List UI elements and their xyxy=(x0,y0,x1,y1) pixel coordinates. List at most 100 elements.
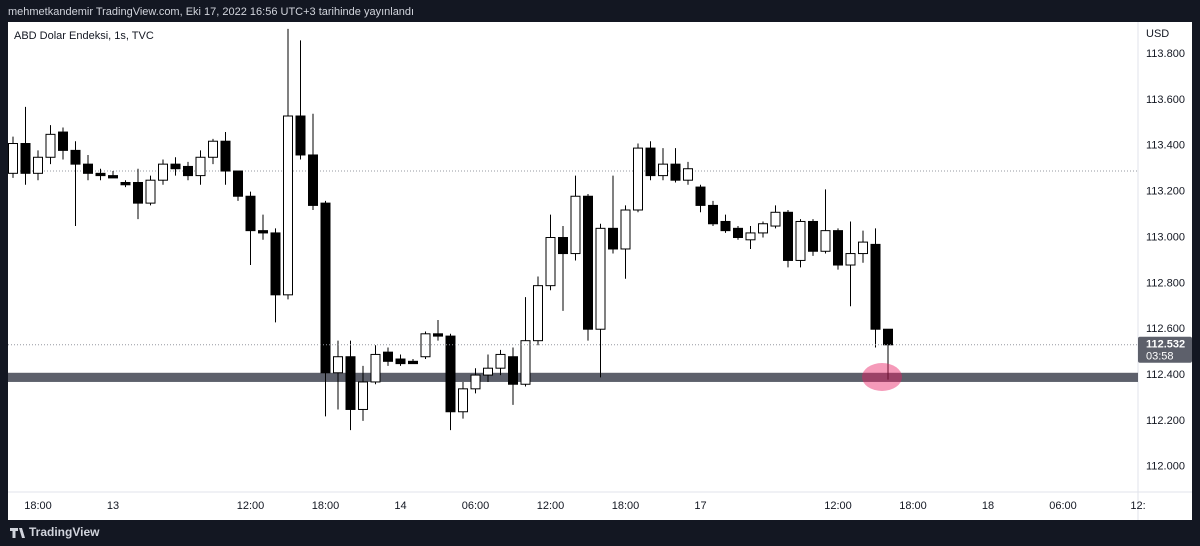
candle-body xyxy=(70,149,81,165)
candle-body xyxy=(870,243,881,330)
x-tick-label: 18:00 xyxy=(612,500,640,512)
candle-body xyxy=(483,367,493,376)
candle-body xyxy=(533,285,543,342)
candle-body xyxy=(883,328,893,346)
candle-body xyxy=(45,133,56,158)
y-tick-label: 113.200 xyxy=(1146,186,1185,198)
candle-body xyxy=(295,115,306,156)
x-tick-label: 12:00 xyxy=(824,500,852,512)
candle-body xyxy=(145,179,156,204)
countdown-label: 03:58 xyxy=(1146,351,1174,363)
candle-body xyxy=(633,147,643,211)
candle-body xyxy=(120,181,131,186)
candle-body xyxy=(833,230,843,266)
candle-body xyxy=(595,227,606,330)
highlight-circle xyxy=(862,363,902,391)
candle-body xyxy=(658,163,668,177)
candle-body xyxy=(708,204,718,225)
x-tick-label: 18 xyxy=(982,500,994,512)
y-tick-label: 112.200 xyxy=(1146,415,1185,427)
candle-body xyxy=(195,156,206,177)
plot: 112.000 112.200 112.400 112.600 112.800 113.0… xyxy=(8,28,1192,512)
x-tick-label: 12:00 xyxy=(537,500,565,512)
candle-body xyxy=(445,335,456,413)
candle-body xyxy=(808,220,818,252)
candle-body xyxy=(745,232,756,241)
candle-body xyxy=(95,172,106,177)
last-price-box xyxy=(1138,336,1192,363)
brand-name: TradingView xyxy=(29,525,100,539)
header-text: mehmetkandemir TradingView.com, Eki 17, … xyxy=(8,6,414,18)
chart-title: ABD Dolar Endeksi, 1s, TVC xyxy=(14,30,154,42)
candle-body xyxy=(670,163,681,181)
y-tick-label: 112.000 xyxy=(1146,461,1185,473)
y-tick-label: 113.400 xyxy=(1146,140,1185,152)
candle-body xyxy=(395,358,406,365)
candle-body xyxy=(370,353,381,383)
candle-body xyxy=(308,154,318,206)
candle-body xyxy=(133,181,143,204)
candle-body xyxy=(170,163,181,170)
x-tick-label: 12:00 xyxy=(237,500,265,512)
candle-body xyxy=(545,237,556,287)
candle-body xyxy=(733,227,743,239)
candle-body xyxy=(520,340,531,385)
candle-body xyxy=(20,143,31,174)
candle-body xyxy=(758,223,768,234)
candle-body xyxy=(720,220,731,232)
candle-body xyxy=(558,237,568,255)
last-price-label: 112.532 xyxy=(1146,339,1185,351)
candle-body xyxy=(158,163,168,181)
x-tick-label: 18:00 xyxy=(899,500,927,512)
candle-body xyxy=(83,163,93,174)
candle-body xyxy=(845,253,856,266)
candle-body xyxy=(283,115,293,296)
candle-body xyxy=(220,140,231,172)
x-tick-label: 17 xyxy=(694,500,706,512)
candle-body xyxy=(8,143,18,174)
x-tick-label: 06:00 xyxy=(1049,500,1077,512)
candle-body xyxy=(495,353,506,369)
candle-body xyxy=(683,168,693,181)
candle-body xyxy=(408,360,418,365)
candle-body xyxy=(820,230,831,252)
candle-body xyxy=(570,195,581,255)
y-tick-label: 112.600 xyxy=(1146,323,1185,335)
candle-body xyxy=(858,241,868,255)
candle-body xyxy=(608,227,618,250)
y-axis-label: USD xyxy=(1146,28,1169,40)
candle-body xyxy=(783,211,793,261)
candle-body xyxy=(208,140,218,158)
candle-body xyxy=(58,131,68,151)
x-tick-label: 18:00 xyxy=(24,500,52,512)
candle-body xyxy=(345,356,356,410)
candle-body xyxy=(320,202,331,374)
brand-logo xyxy=(10,528,25,538)
candle-body xyxy=(245,195,256,232)
candle-body xyxy=(795,220,806,261)
y-tick-label: 112.400 xyxy=(1146,369,1185,381)
y-tick-label: 113.000 xyxy=(1146,231,1185,243)
candle-body xyxy=(108,175,118,179)
candle-body xyxy=(770,211,781,227)
candle-body xyxy=(645,147,656,177)
candle-body xyxy=(270,232,281,296)
x-tick-label: 18:00 xyxy=(312,500,340,512)
candle-body xyxy=(258,230,268,234)
candle-body xyxy=(333,356,343,374)
candle-body xyxy=(508,356,518,385)
x-tick-label: 14 xyxy=(394,500,406,512)
candle-body xyxy=(183,165,193,177)
candle-body xyxy=(620,209,631,250)
candle-body xyxy=(383,351,393,362)
x-tick-label: 13 xyxy=(107,500,119,512)
x-tick-label: 06:00 xyxy=(462,500,490,512)
candle-body xyxy=(458,388,468,413)
candle-body xyxy=(470,374,481,390)
y-tick-label: 113.800 xyxy=(1146,48,1185,60)
support-zone xyxy=(8,372,1138,382)
candle-body xyxy=(233,170,243,197)
x-tick-label: 12: xyxy=(1130,500,1145,512)
